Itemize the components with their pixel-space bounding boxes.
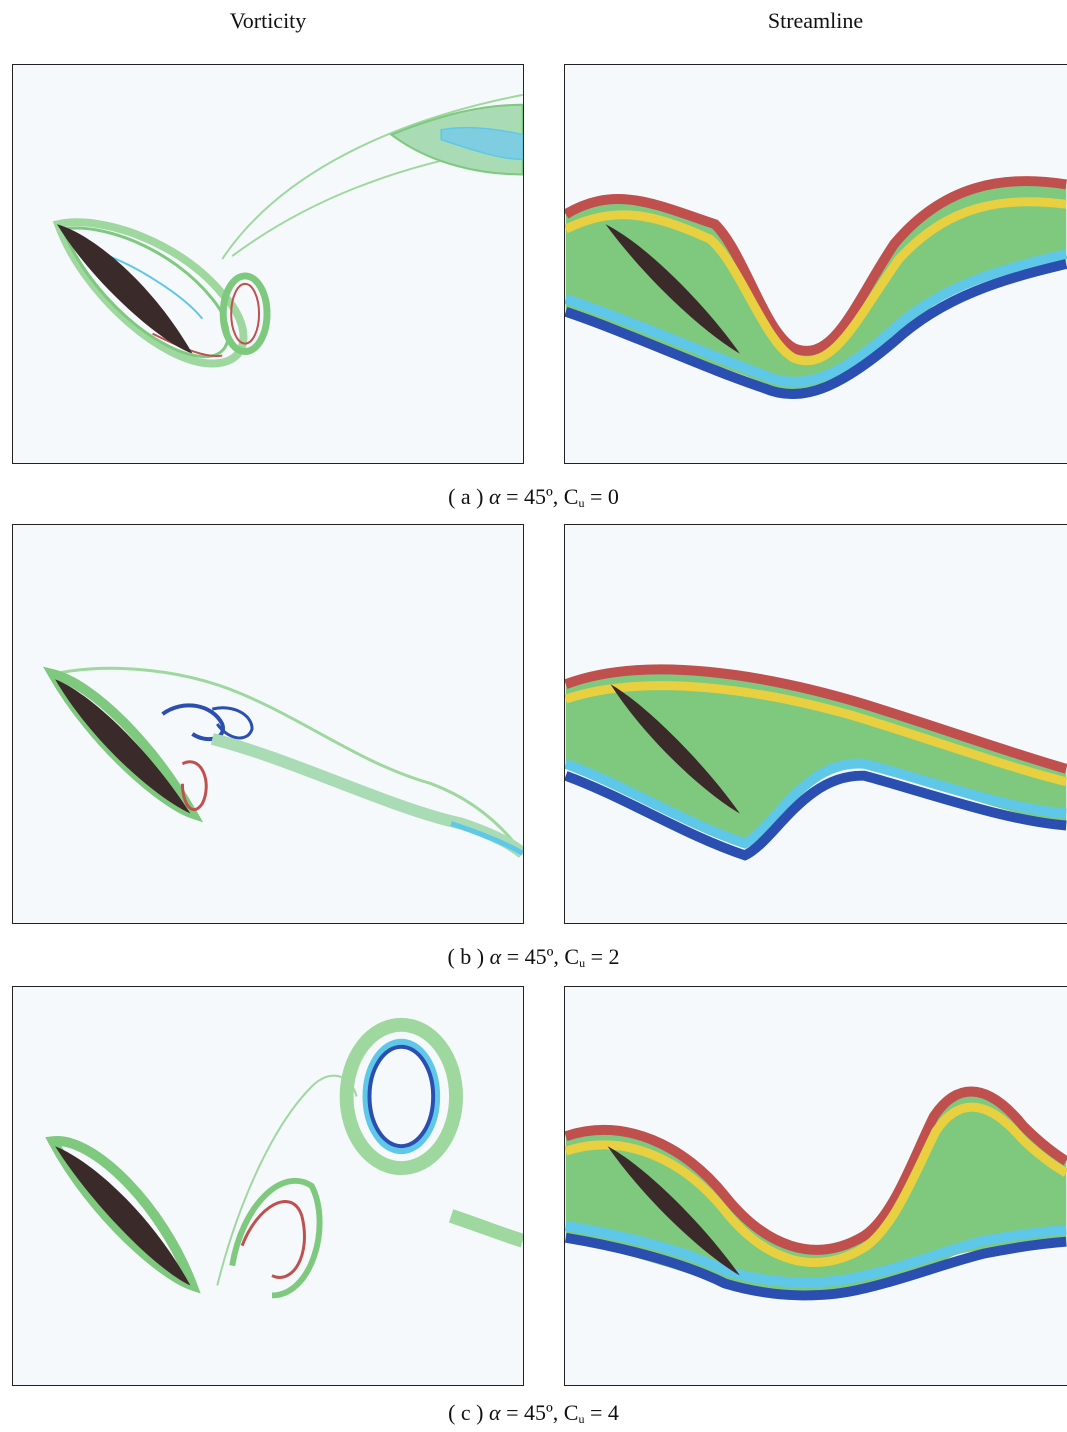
column-header-vorticity: Vorticity <box>229 8 307 33</box>
airfoil-shape <box>55 1146 191 1286</box>
vorticity-panel-b <box>12 524 524 924</box>
caption-c: ( c ) α = 45º, Cu = 4 <box>0 1400 1067 1427</box>
cu-label: Cu <box>563 1400 585 1426</box>
cu-value: = 0 <box>589 484 619 509</box>
vorticity-panel-a <box>12 64 524 464</box>
column-header-streamline: Streamline <box>767 8 864 33</box>
alpha-value: = 45º, <box>506 484 559 509</box>
vorticity-plot-b <box>42 666 523 859</box>
cu-value: = 4 <box>589 1400 619 1425</box>
alpha-symbol: α <box>489 1400 501 1425</box>
streamline-panel-b <box>564 524 1067 924</box>
alpha-symbol: α <box>489 484 501 509</box>
airfoil-shape <box>610 684 740 814</box>
streamline-plot-a <box>565 176 1067 400</box>
streamline-panel-a <box>564 64 1067 464</box>
alpha-symbol: α <box>489 944 502 969</box>
airfoil-shape <box>57 224 193 354</box>
caption-b: ( b ) α = 45º, Cu = 2 <box>0 944 1067 971</box>
airfoil-shape <box>55 679 191 814</box>
caption-prefix: ( a ) <box>448 484 484 509</box>
cu-label: Cu <box>564 944 586 970</box>
streamline-panel-c <box>564 986 1067 1386</box>
cu-label: Cu <box>563 484 585 510</box>
vorticity-plot-c <box>45 1017 523 1299</box>
streamline-plot-c <box>565 1086 1067 1301</box>
caption-prefix: ( b ) <box>447 944 485 969</box>
vorticity-plot-a <box>52 93 523 368</box>
alpha-value: = 45º, <box>506 944 559 969</box>
caption-a: ( a ) α = 45º, Cu = 0 <box>0 484 1067 511</box>
airfoil-shape <box>605 224 740 354</box>
airfoil-shape <box>607 1146 740 1276</box>
alpha-value: = 45º, <box>506 1400 559 1425</box>
caption-prefix: ( c ) <box>448 1400 484 1425</box>
cu-value: = 2 <box>590 944 620 969</box>
vorticity-panel-c <box>12 986 524 1386</box>
streamline-plot-b <box>565 664 1067 861</box>
